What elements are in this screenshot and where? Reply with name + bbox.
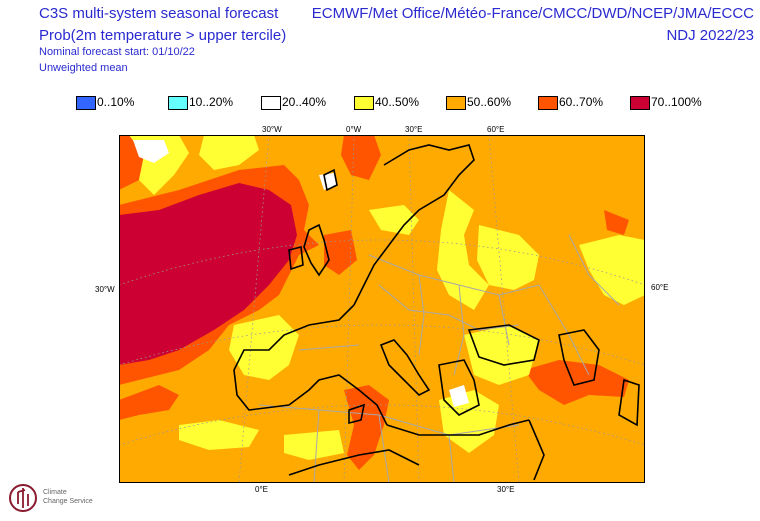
- chart-title: C3S multi-system seasonal forecast: [39, 5, 279, 22]
- tick-left-30w: 30°W: [95, 285, 115, 294]
- legend-label: 60..70%: [559, 95, 604, 109]
- region-60-70-sw: [119, 385, 179, 420]
- tick-top-30w: 30°W: [262, 125, 282, 134]
- region-60-70-caspian: [524, 360, 629, 405]
- mean-label: Unweighted mean: [39, 62, 128, 74]
- legend-swatch: [261, 96, 281, 110]
- season-label: NDJ 2022/23: [666, 27, 754, 44]
- legend-swatch: [446, 96, 466, 110]
- legend-label: 70..100%: [651, 95, 702, 109]
- tick-top-30e: 30°E: [405, 125, 423, 134]
- region-40-50-blacksea: [464, 325, 539, 385]
- region-40-50-baltic: [437, 190, 489, 310]
- graticule: [119, 135, 645, 483]
- region-60-70-east: [604, 210, 629, 235]
- logo-line-2: Change Service: [43, 498, 93, 505]
- region-40-50-morocco: [179, 420, 259, 450]
- tick-right-60e: 60°E: [651, 283, 669, 292]
- tick-top-0w: 0°W: [346, 125, 362, 134]
- region-60-70-norway: [341, 135, 381, 180]
- region-20-40-iceland: [319, 173, 337, 190]
- legend-label: 10..20%: [189, 95, 234, 109]
- copernicus-logo: [9, 484, 37, 512]
- region-20-40-greenland: [133, 140, 169, 163]
- legend-swatch: [76, 96, 96, 110]
- country-borders: [258, 234, 620, 483]
- region-40-50-iberia: [229, 315, 299, 380]
- logo-text: Climate Change Service: [43, 488, 93, 506]
- legend-label: 0..10%: [97, 95, 135, 109]
- legend-label: 50..60%: [467, 95, 512, 109]
- probability-map: [119, 135, 645, 483]
- tick-bottom-30e: 30°E: [497, 485, 515, 494]
- tick-bottom-0e: 0°E: [255, 485, 268, 494]
- legend-swatch: [630, 96, 650, 110]
- coastlines: [233, 144, 640, 481]
- region-40-50-sahara: [284, 430, 344, 460]
- region-70-100-atlantic: [119, 183, 297, 365]
- chart-subtitle: Prob(2m temperature > upper tercile): [39, 27, 287, 44]
- centres-label: ECMWF/Met Office/Météo-France/CMCC/DWD/N…: [311, 5, 754, 22]
- region-40-50-urals: [579, 235, 645, 305]
- legend-label: 20..40%: [282, 95, 327, 109]
- region-40-50-north: [199, 135, 259, 170]
- legend-swatch: [168, 96, 188, 110]
- region-20-40-greece: [449, 385, 469, 407]
- tick-top-60e: 60°E: [487, 125, 505, 134]
- logo-line-1: Climate: [43, 489, 67, 496]
- legend-label: 40..50%: [375, 95, 420, 109]
- map-frame: [119, 135, 645, 483]
- region-40-50-scandinavia: [369, 205, 419, 235]
- forecast-start: Nominal forecast start: 01/10/22: [39, 46, 195, 58]
- region-40-50-russia: [477, 225, 539, 290]
- region-60-70-britain: [324, 230, 357, 275]
- legend-swatch: [538, 96, 558, 110]
- legend-swatch: [354, 96, 374, 110]
